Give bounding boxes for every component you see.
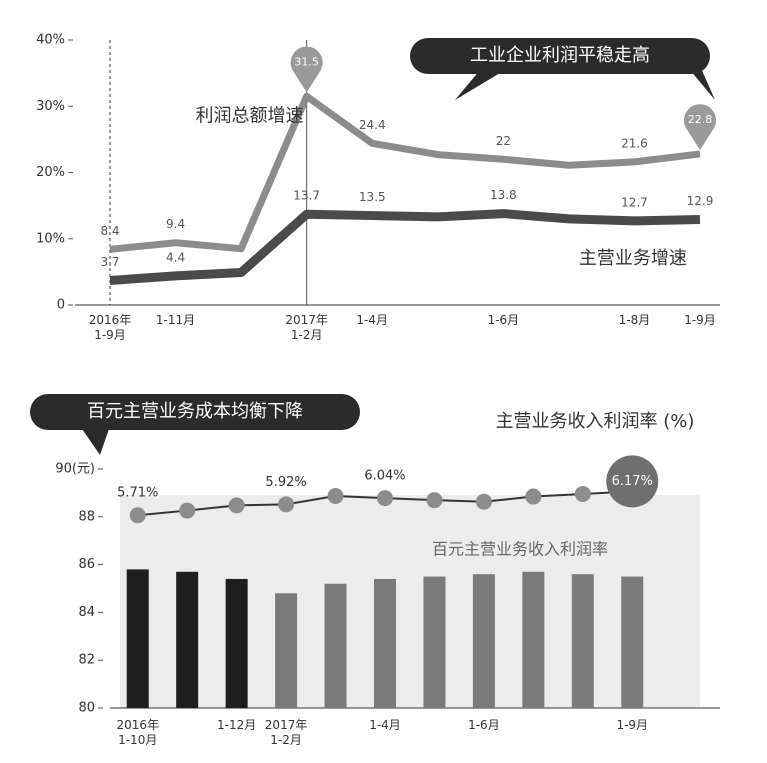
value-label: 13.8	[490, 188, 517, 202]
bar	[126, 569, 149, 708]
series-name: 利润总额增速	[196, 105, 304, 126]
bar	[324, 583, 347, 708]
marker	[129, 507, 146, 524]
bubble-tail	[80, 426, 110, 455]
y-tick-label: 88	[78, 509, 95, 524]
x-tick-label: 2017年 1-2月	[285, 313, 328, 342]
value-label: 3.7	[100, 255, 119, 269]
x-tick-label: 1-6月	[487, 313, 520, 327]
chart-title: 工业企业利润平稳走高	[470, 45, 650, 66]
value-label: 9.4	[166, 217, 185, 231]
series-name: 主营业务增速	[579, 248, 687, 269]
x-tick-label: 2017年 1-2月	[264, 718, 308, 747]
pin	[290, 46, 323, 93]
marker	[525, 488, 542, 505]
y-tick-label: 20%	[36, 165, 65, 180]
marker	[278, 496, 295, 513]
marker	[228, 497, 245, 514]
marker	[426, 492, 443, 509]
y-tick-label: 30%	[36, 99, 65, 114]
bubble-tail	[455, 70, 505, 100]
value-label: 12.9	[687, 194, 714, 208]
pin	[684, 104, 716, 150]
chart-title: 百元主营业务成本均衡下降	[87, 401, 303, 422]
value-label: 21.6	[621, 136, 648, 150]
x-tick-label: 1-9月	[616, 718, 649, 732]
value-label: 24.4	[359, 118, 386, 132]
y-tick-label: 86	[78, 557, 95, 572]
marker	[475, 493, 492, 510]
value-label: 13.5	[359, 190, 386, 204]
x-tick-label: 1-4月	[369, 718, 401, 732]
series-line	[109, 209, 701, 285]
x-tick-label: 1-4月	[356, 313, 389, 327]
x-tick-label: 1-8月	[618, 313, 651, 327]
bar	[621, 576, 644, 708]
marker	[606, 455, 659, 508]
chart-subtitle: 主营业务收入利润率 (%)	[496, 411, 695, 432]
bubble-tail	[690, 66, 715, 100]
value-label: 22.8	[688, 113, 713, 126]
bar	[225, 578, 248, 708]
y-tick-label: 90(元)	[55, 462, 95, 477]
annotation: 百元主营业务收入利润率	[432, 540, 608, 559]
bar	[374, 578, 396, 708]
value-label: 4.4	[166, 250, 185, 264]
x-tick-label: 1-11月	[155, 313, 196, 327]
marker	[574, 485, 591, 502]
value-label: 8.4	[100, 224, 119, 238]
value-label: 22	[496, 134, 511, 148]
value-label: 6.04%	[364, 469, 405, 484]
x-tick-label: 1-6月	[468, 718, 500, 732]
x-tick-label: 1-12月	[217, 718, 257, 732]
marker	[327, 488, 344, 505]
background-band	[120, 495, 700, 708]
y-tick-label: 84	[78, 605, 95, 620]
title-bubble	[410, 38, 710, 74]
bar	[571, 574, 594, 708]
y-tick-label: 80	[78, 701, 95, 716]
x-tick-label: 1-9月	[684, 313, 716, 327]
y-tick-label: 10%	[36, 231, 65, 246]
y-tick-label: 0	[57, 298, 65, 313]
marker	[377, 490, 393, 507]
value-label: 5.92%	[265, 475, 306, 490]
y-tick-label: 82	[78, 653, 95, 668]
value-label: 12.7	[621, 195, 648, 209]
value-label: 31.5	[294, 55, 319, 68]
marker	[179, 502, 196, 519]
bar	[423, 576, 446, 708]
value-label: 5.71%	[117, 486, 158, 501]
series-line	[109, 92, 701, 253]
bar	[522, 571, 545, 708]
bar	[176, 571, 199, 708]
x-tick-label: 2016年 1-9月	[88, 313, 132, 342]
bar	[472, 574, 495, 708]
title-bubble	[30, 394, 360, 430]
value-label: 13.7	[293, 189, 320, 203]
bar	[275, 593, 298, 708]
y-tick-label: 40%	[36, 33, 65, 48]
x-tick-label: 2016年 1-10月	[116, 718, 159, 747]
value-label: 6.17%	[612, 474, 653, 489]
